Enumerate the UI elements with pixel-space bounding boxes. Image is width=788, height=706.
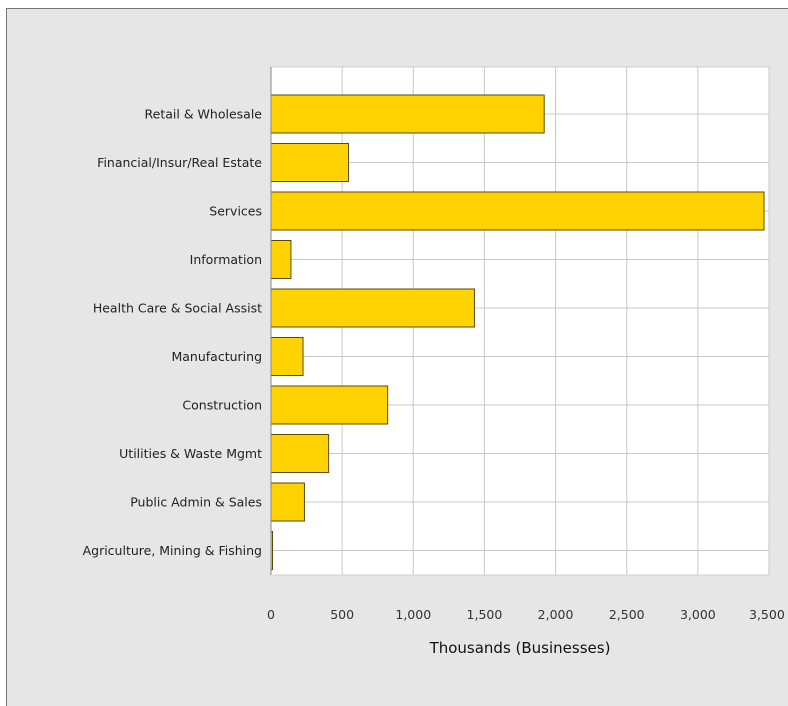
bar	[270, 385, 389, 425]
x-tick-label: 3,500	[749, 607, 785, 622]
category-label: Health Care & Social Assist	[93, 301, 262, 316]
category-label: Retail & Wholesale	[145, 107, 263, 122]
x-tick-labels: 0 500 1,000 1,500 2,000 2,500 3,000 3,500	[267, 607, 785, 622]
category-label: Information	[190, 252, 262, 267]
category-label: Financial/Insur/Real Estate	[97, 155, 262, 170]
category-label: Construction	[182, 398, 262, 413]
bar	[270, 240, 292, 279]
category-label: Public Admin & Sales	[130, 495, 262, 510]
x-tick-label: 3,000	[680, 607, 716, 622]
x-tick-label: 500	[330, 607, 354, 622]
category-label: Utilities & Waste Mgmt	[119, 446, 262, 461]
bar	[270, 288, 475, 328]
grid-lines	[270, 67, 770, 575]
bar	[270, 143, 350, 182]
bar	[270, 191, 765, 231]
x-tick-label: 2,500	[609, 607, 645, 622]
x-tick-label: 1,000	[395, 607, 431, 622]
bar	[270, 94, 545, 134]
category-labels: Retail & Wholesale Financial/Insur/Real E…	[83, 107, 263, 559]
x-tick-label: 1,500	[467, 607, 503, 622]
x-tick-label: 2,000	[538, 607, 574, 622]
x-axis-title: Thousands (Businesses)	[429, 639, 611, 657]
bar	[270, 337, 304, 376]
x-tick-label: 0	[267, 607, 275, 622]
category-label: Services	[209, 204, 262, 219]
bar	[270, 482, 305, 522]
category-label: Agriculture, Mining & Fishing	[83, 543, 262, 558]
category-label: Manufacturing	[171, 349, 262, 364]
bar	[270, 434, 330, 473]
